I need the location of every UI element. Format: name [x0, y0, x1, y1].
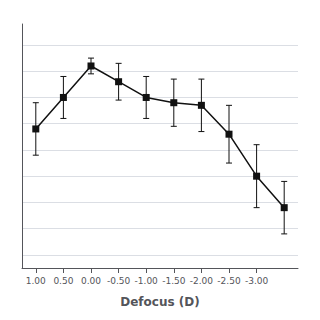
svg-text:-0.50: -0.50: [107, 276, 131, 286]
svg-text:0.00: 0.00: [81, 276, 101, 286]
svg-text:1.00: 1.00: [26, 276, 46, 286]
svg-text:-2.50: -2.50: [217, 276, 241, 286]
svg-text:Defocus (D): Defocus (D): [120, 295, 199, 309]
svg-text:-2.00: -2.00: [190, 276, 214, 286]
svg-text:-1.00: -1.00: [135, 276, 159, 286]
svg-text:-3.00: -3.00: [245, 276, 269, 286]
svg-text:-1.50: -1.50: [162, 276, 186, 286]
svg-text:0.50: 0.50: [53, 276, 73, 286]
